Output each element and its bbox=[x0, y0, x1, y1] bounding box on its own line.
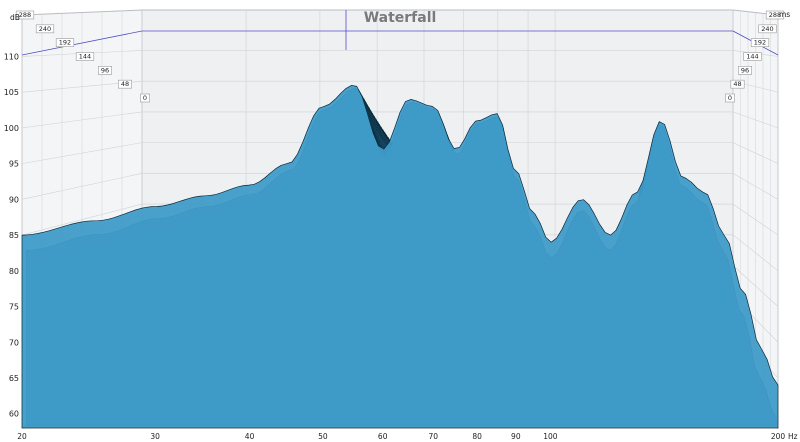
svg-text:240: 240 bbox=[761, 25, 773, 33]
x-tick-label: 200 bbox=[771, 432, 786, 441]
x-tick-label: 70 bbox=[429, 432, 439, 441]
svg-text:96: 96 bbox=[101, 66, 109, 74]
svg-text:288: 288 bbox=[19, 11, 31, 19]
time-tick-label-right: 192 bbox=[750, 38, 770, 47]
time-tick-label-left: 192 bbox=[55, 38, 75, 47]
time-tick-label-left: 240 bbox=[35, 24, 55, 34]
x-tick-label: 50 bbox=[318, 432, 328, 441]
time-tick-label-right: 144 bbox=[743, 52, 762, 61]
chart-title: Waterfall bbox=[364, 10, 437, 26]
y-tick-label: 105 bbox=[4, 88, 19, 97]
waterfall-slices bbox=[21, 85, 779, 429]
x-tick-label: 90 bbox=[511, 432, 521, 441]
y-tick-label: 60 bbox=[9, 410, 19, 419]
y-axis-unit: dB bbox=[10, 13, 20, 22]
time-tick-label-left: 288 bbox=[15, 10, 35, 20]
svg-text:240: 240 bbox=[39, 25, 51, 33]
svg-text:0: 0 bbox=[143, 94, 147, 102]
y-tick-label: 95 bbox=[9, 160, 19, 169]
waterfall-slice bbox=[21, 85, 779, 429]
y-tick-label: 80 bbox=[9, 267, 19, 276]
time-axis-unit: ms bbox=[779, 10, 790, 19]
x-tick-label: 80 bbox=[472, 432, 482, 441]
x-tick-label: 40 bbox=[245, 432, 255, 441]
svg-text:96: 96 bbox=[741, 66, 749, 74]
time-tick-label-right: 96 bbox=[737, 66, 752, 75]
time-tick-label-right: 288 bbox=[765, 10, 785, 20]
y-tick-label: 70 bbox=[9, 338, 19, 347]
time-tick-label-right: 0 bbox=[725, 93, 735, 103]
time-tick-label-left: 96 bbox=[98, 66, 113, 75]
svg-text:0: 0 bbox=[728, 94, 732, 102]
svg-text:48: 48 bbox=[733, 80, 741, 88]
time-tick-label-left: 0 bbox=[140, 93, 150, 103]
svg-text:144: 144 bbox=[746, 53, 758, 61]
cursor-left bbox=[21, 30, 143, 56]
svg-text:144: 144 bbox=[79, 53, 91, 61]
svg-text:48: 48 bbox=[121, 80, 129, 88]
svg-text:288: 288 bbox=[769, 11, 781, 19]
x-tick-label: 20 bbox=[17, 432, 27, 441]
axis-labels: 60 65 70 75 80 85 90 95 100 105 110 20 30 40 50 60 70 80 9… bbox=[4, 10, 786, 441]
x-tick-label: 60 bbox=[378, 432, 388, 441]
y-tick-label: 65 bbox=[9, 374, 19, 383]
x-tick-label: 100 bbox=[543, 432, 558, 441]
svg-text:192: 192 bbox=[59, 39, 71, 47]
y-tick-label: 110 bbox=[4, 52, 19, 61]
y-tick-label: 100 bbox=[4, 124, 19, 133]
x-tick-label: 30 bbox=[150, 432, 160, 441]
y-tick-label: 75 bbox=[9, 303, 19, 312]
time-tick-label-right: 240 bbox=[758, 24, 777, 34]
svg-text:192: 192 bbox=[754, 39, 766, 47]
y-tick-label: 85 bbox=[9, 231, 19, 240]
y-tick-label: 90 bbox=[9, 195, 19, 204]
x-axis-unit: Hz bbox=[788, 432, 798, 441]
time-tick-label-left: 144 bbox=[75, 52, 95, 61]
time-tick-label-left: 48 bbox=[118, 79, 133, 89]
time-tick-label-right: 48 bbox=[730, 79, 745, 89]
